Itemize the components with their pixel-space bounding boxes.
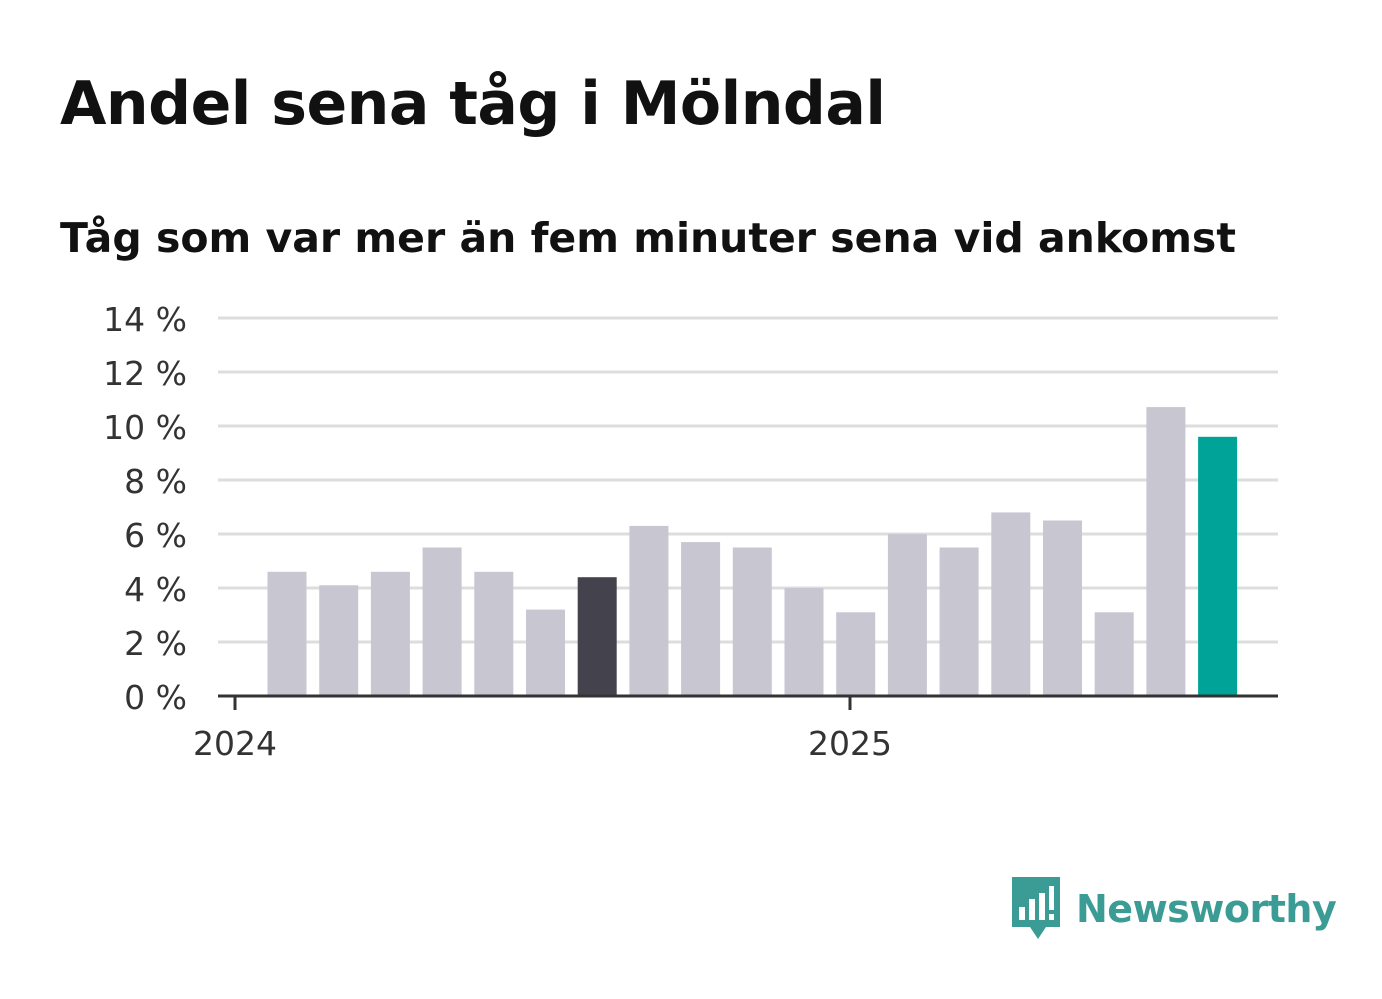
bar [732,547,772,696]
y-tick-label: 12 % [103,354,187,393]
bar [1198,436,1238,696]
bar [681,542,721,696]
y-tick-label: 6 % [124,516,187,555]
y-tick-label: 8 % [124,462,187,501]
chart-title: Andel sena tåg i Mölndal [60,69,886,139]
x-tick-label: 2024 [193,724,277,763]
bar [991,512,1031,696]
y-tick-label: 0 % [124,678,187,717]
bar [370,571,410,696]
bar [1094,612,1134,696]
newsworthy-bar-chart-icon [1012,877,1060,939]
bar [836,612,876,696]
bar [267,571,307,696]
bar [784,588,824,696]
bar [319,585,359,696]
bar [1146,407,1186,696]
bar-chart: 0 % 2 % 4 % 6 % 8 % 10 % 12 % 14 % 2024 2025 [103,300,1278,763]
bar [1043,520,1082,696]
x-axis-ticks: 2024 2025 [193,696,892,763]
bar [526,609,565,696]
y-axis-ticks: 0 % 2 % 4 % 6 % 8 % 10 % 12 % 14 % [103,300,187,717]
bar [422,547,462,696]
x-tick-label: 2025 [808,724,892,763]
bar [629,525,669,696]
bar [577,577,617,696]
y-tick-label: 10 % [103,408,187,447]
y-tick-label: 14 % [103,300,187,339]
bar [939,547,979,696]
y-tick-label: 2 % [124,624,187,663]
bar [887,534,927,696]
bars [267,407,1238,696]
y-tick-label: 4 % [124,570,187,609]
brand-logo: Newsworthy [1010,876,1337,942]
brand-name: Newsworthy [1076,887,1337,931]
bar [474,571,514,696]
chart-subtitle: Tåg som var mer än fem minuter sena vid … [60,214,1236,262]
